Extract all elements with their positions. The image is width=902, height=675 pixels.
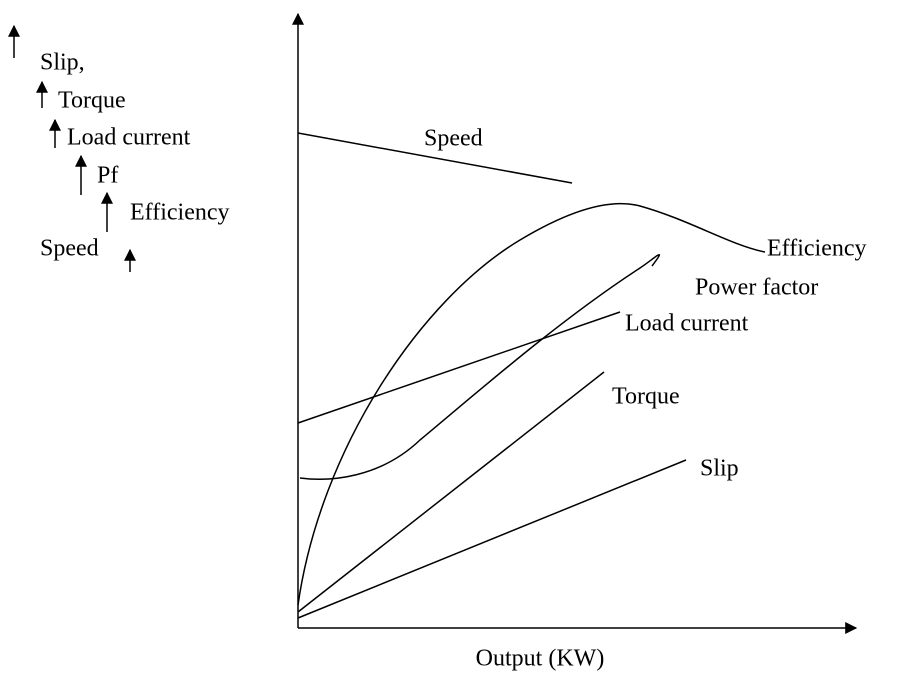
efficiency-curve <box>297 202 766 606</box>
x-axis-label: Output (KW) <box>476 646 605 672</box>
curve-label: Torque <box>612 384 680 410</box>
load-current-curve <box>297 311 621 424</box>
legend-item: Speed <box>40 236 99 262</box>
curve-label: Speed <box>424 126 483 152</box>
legend-item: Load current <box>67 125 191 151</box>
torque-curve <box>297 371 605 613</box>
power-factor-curve <box>299 254 660 480</box>
legend-item: Efficiency <box>130 200 230 226</box>
legend-item: Slip, <box>40 50 85 76</box>
curve-label: Slip <box>700 456 739 482</box>
curve-label: Efficiency <box>767 236 867 262</box>
curve-label: Power factor <box>695 275 818 301</box>
speed-curve <box>297 132 573 184</box>
curve-label: Load current <box>625 311 749 337</box>
legend-item: Torque <box>58 88 126 114</box>
slip-curve <box>297 459 687 619</box>
legend-item: Pf <box>97 163 118 189</box>
